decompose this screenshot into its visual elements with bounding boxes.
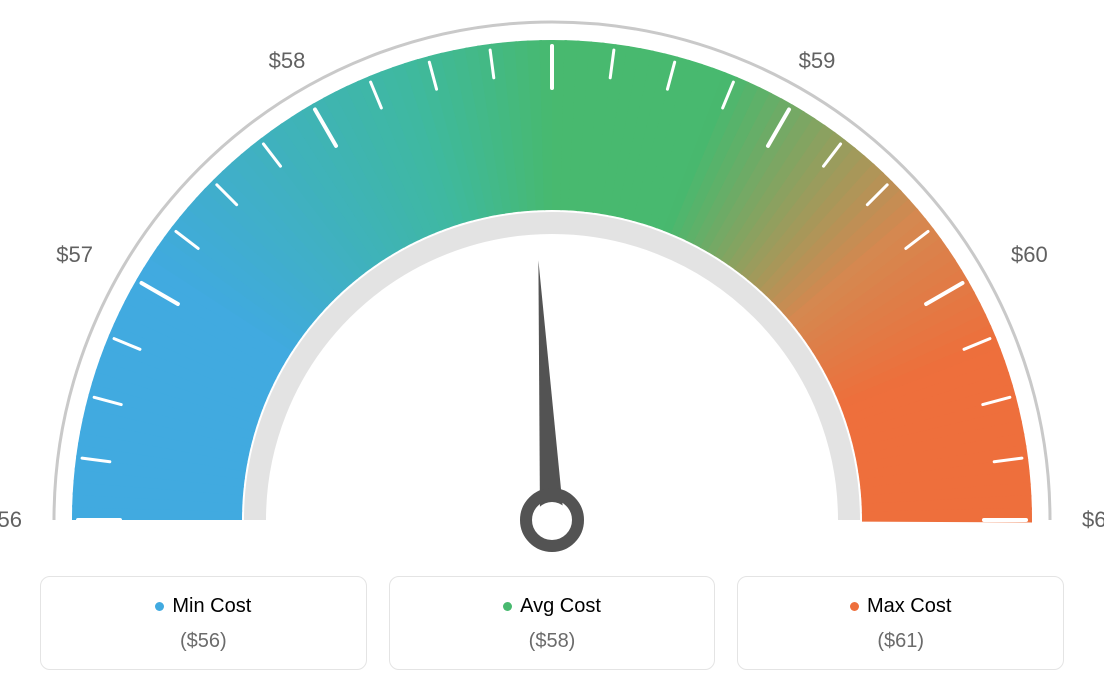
svg-text:$58: $58 [269,48,306,73]
dot-icon [850,602,859,611]
legend-value-min: ($56) [51,630,356,653]
legend-title-label: Max Cost [867,595,951,618]
gauge-svg: $56 $57 $58 $58 $59 $60 $61 [0,0,1104,560]
legend-value-max: ($61) [748,630,1053,653]
gauge-chart: $56 $57 $58 $58 $59 $60 $61 [0,0,1104,560]
legend-value-avg: ($58) [400,630,705,653]
legend-card-max: Max Cost ($61) [737,576,1064,670]
legend-title-label: Avg Cost [520,595,601,618]
legend-title-max: Max Cost [850,595,951,618]
dot-icon [155,602,164,611]
legend-title-avg: Avg Cost [503,595,601,618]
svg-text:$57: $57 [56,242,93,267]
svg-text:$56: $56 [0,507,22,532]
svg-text:$60: $60 [1011,242,1048,267]
legend-title-label: Min Cost [172,595,251,618]
dot-icon [503,602,512,611]
legend-card-min: Min Cost ($56) [40,576,367,670]
svg-text:$59: $59 [799,48,836,73]
legend-title-min: Min Cost [155,595,251,618]
legend-card-avg: Avg Cost ($58) [389,576,716,670]
svg-text:$61: $61 [1082,507,1104,532]
legend-row: Min Cost ($56) Avg Cost ($58) Max Cost (… [40,576,1064,670]
svg-text:$58: $58 [534,0,571,2]
